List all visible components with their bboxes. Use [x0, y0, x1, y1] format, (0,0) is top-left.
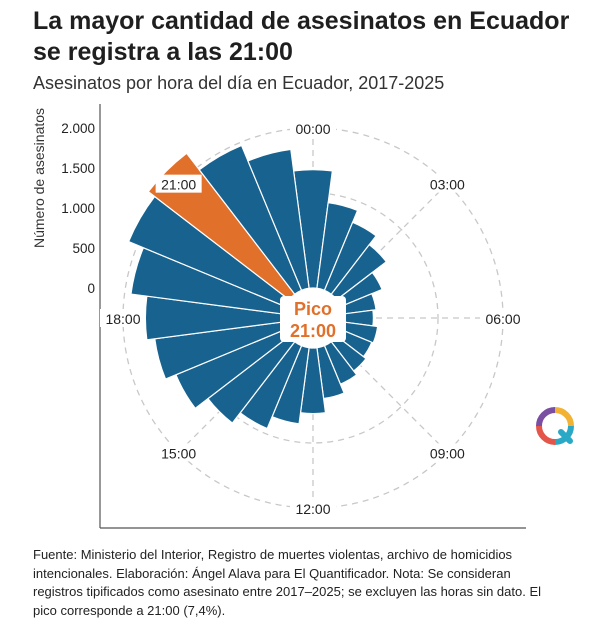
y-tick-label: 2.000 [61, 121, 95, 136]
hour-label-bg [480, 309, 526, 327]
hour-label-bg [155, 174, 202, 193]
bar-hour-00 [292, 169, 334, 289]
hour-label: 21:00 [161, 177, 196, 193]
bar-hour-01 [316, 201, 359, 292]
chart-subtitle: Asesinatos por hora del día en Ecuador, … [33, 73, 445, 93]
hour-label: 12:00 [295, 501, 330, 517]
peak-callout-hour: 21:00 [290, 321, 336, 341]
y-tick-label: 0 [87, 281, 95, 296]
bar-hour-03 [330, 243, 388, 301]
polar-bar-chart: 00:00 03:00 06:00 09:00 12:00 15:00 18:00 21:00… [31, 104, 526, 529]
hour-label: 15:00 [161, 445, 196, 461]
hour-label-bg [100, 309, 146, 327]
peak-callout-bg [280, 296, 346, 342]
bar-hour-02 [323, 221, 377, 296]
bar-hour-23 [247, 148, 310, 292]
hour-label-bg [290, 499, 336, 517]
hour-label-bg [155, 443, 202, 462]
y-tick-label: 1.000 [61, 201, 95, 216]
hour-label: 09:00 [430, 445, 465, 461]
hour-label: 18:00 [105, 311, 140, 327]
bar-hour-22 [198, 144, 303, 296]
hour-label: 00:00 [295, 121, 330, 137]
hour-label-bg [424, 174, 471, 193]
footer-note: Fuente: Ministerio del Interior, Registr… [33, 547, 542, 618]
y-axis-label: Número de asesinatos [31, 108, 47, 248]
hour-label-bg [424, 443, 471, 462]
hour-label: 03:00 [430, 177, 465, 193]
y-tick-label: 1.500 [61, 161, 95, 176]
y-tick-label: 500 [72, 241, 95, 256]
peak-callout-label: Pico [294, 299, 332, 319]
quantificador-logo [536, 407, 574, 445]
hour-label-bg [290, 119, 336, 137]
hour-label: 06:00 [485, 311, 520, 327]
chart-title: La mayor cantidad de asesinatos en Ecuad… [33, 7, 570, 66]
